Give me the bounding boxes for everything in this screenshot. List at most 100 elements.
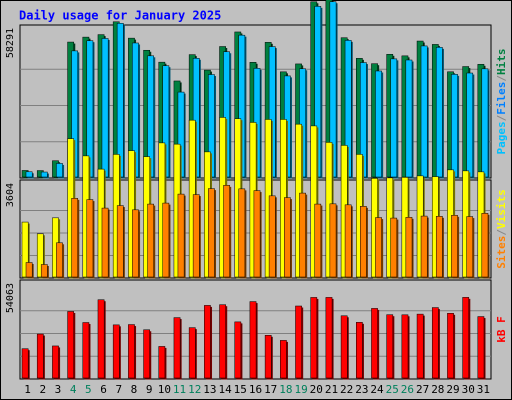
bar-kbf-kb-f — [204, 305, 213, 380]
bar-visits-sites-sites — [420, 215, 429, 279]
bar-fill — [177, 193, 185, 278]
bar-fill — [56, 163, 63, 178]
bar-pages-files-hits-files — [101, 38, 110, 179]
bar-visits-sites-sites — [466, 216, 475, 279]
bar-fill — [390, 58, 398, 178]
chart-panels: 58291Pages/Files/Hits3604Sites/Visits540… — [5, 0, 508, 380]
bar-fill — [82, 322, 90, 379]
bar-fill — [173, 317, 181, 379]
bar-fill — [52, 345, 59, 379]
x-tick-label: 29 — [446, 383, 459, 396]
bar-fill — [249, 301, 257, 379]
bar-fill — [416, 313, 424, 379]
bar-pages-files-hits-files — [390, 58, 399, 179]
bar-visits-sites-sites — [208, 188, 217, 279]
bar-visits-sites-visits — [310, 125, 319, 279]
bar-pages-files-hits-files — [435, 47, 444, 179]
bar-visits-sites-sites — [268, 195, 277, 279]
bar-fill — [21, 348, 29, 379]
bar-fill — [25, 171, 33, 178]
x-tick-label: 26 — [401, 383, 414, 396]
x-tick-label: 18 — [279, 383, 292, 396]
bar-visits-sites-sites — [253, 190, 262, 279]
bar-visits-sites-sites — [162, 202, 171, 279]
bar-fill — [56, 242, 63, 278]
x-tick-label: 12 — [188, 383, 201, 396]
bar-fill — [101, 38, 109, 178]
bar-kbf-kb-f — [67, 311, 76, 380]
bar-fill — [116, 23, 124, 178]
bar-fill — [344, 204, 352, 278]
bar-kbf-kb-f — [158, 346, 167, 380]
bar-fill — [435, 47, 443, 178]
bar-fill — [208, 188, 215, 278]
bar-kbf-kb-f — [371, 308, 380, 380]
x-tick-label: 25 — [386, 383, 399, 396]
x-tick-label: 16 — [249, 383, 262, 396]
x-tick-label: 28 — [431, 383, 444, 396]
x-tick-label: 31 — [477, 383, 490, 396]
panel-legend: kB F — [495, 316, 508, 343]
bar-kbf-kb-f — [325, 297, 334, 380]
bar-pages-files-hits-files — [451, 74, 460, 179]
bar-fill — [284, 197, 291, 278]
bar-fill — [204, 305, 211, 379]
bar-fill — [371, 308, 378, 379]
bar-pages-files-hits-files — [25, 171, 34, 179]
bar-fill — [188, 327, 196, 379]
bar-fill — [67, 311, 75, 379]
bar-fill — [466, 72, 474, 178]
bar-fill — [325, 297, 333, 379]
bar-kbf-kb-f — [310, 297, 319, 380]
bar-fill — [405, 59, 413, 178]
bar-fill — [481, 68, 489, 178]
x-tick-label: 8 — [131, 383, 138, 396]
bar-visits-sites-sites — [451, 215, 460, 279]
bar-kbf-kb-f — [52, 345, 61, 380]
bar-kbf-kb-f — [234, 321, 243, 380]
bar-kbf-kb-f — [280, 340, 288, 380]
bar-fill — [420, 45, 428, 178]
bar-fill — [375, 70, 382, 178]
bar-pages-files-hits-files — [56, 163, 65, 179]
legend-entry: Pages — [495, 121, 508, 154]
bar-fill — [314, 203, 322, 278]
bar-fill — [162, 202, 170, 278]
bar-fill — [234, 321, 242, 379]
bar-pages-files-hits-files — [466, 72, 475, 179]
bar-visits-sites-sites — [147, 203, 156, 279]
x-tick-label: 13 — [203, 383, 216, 396]
bar-fill — [116, 205, 124, 278]
bar-fill — [310, 125, 318, 278]
bar-kbf-kb-f — [219, 304, 228, 380]
bar-fill — [143, 329, 150, 379]
bar-kbf-kb-f — [112, 324, 121, 380]
bar-visits-sites-sites — [329, 203, 338, 279]
bar-visits-sites-sites — [71, 198, 80, 279]
x-tick-label: 15 — [234, 383, 247, 396]
bar-fill — [71, 198, 79, 278]
x-tick-label: 3 — [55, 383, 62, 396]
x-tick-label: 17 — [264, 383, 277, 396]
bar-fill — [128, 324, 135, 379]
bar-kbf-kb-f — [249, 301, 258, 380]
bar-fill — [25, 262, 33, 278]
bar-visits-sites-sites — [375, 217, 384, 279]
x-tick-label: 30 — [462, 383, 475, 396]
bar-kbf-kb-f — [264, 335, 273, 380]
bar-kbf-kb-f — [386, 314, 395, 380]
bar-fill — [299, 192, 306, 278]
x-tick-label: 1 — [24, 383, 31, 396]
bar-fill — [462, 297, 470, 379]
bar-kbf-kb-f — [340, 315, 349, 380]
bar-fill — [132, 209, 139, 278]
x-tick-label: 27 — [416, 383, 429, 396]
bar-fill — [223, 185, 230, 278]
bar-visits-sites-sites — [101, 207, 110, 279]
bar-visits-sites-sites — [25, 262, 34, 279]
bar-visits-sites-sites — [299, 192, 308, 279]
bar-fill — [21, 221, 29, 278]
bar-kbf-kb-f — [477, 316, 486, 380]
